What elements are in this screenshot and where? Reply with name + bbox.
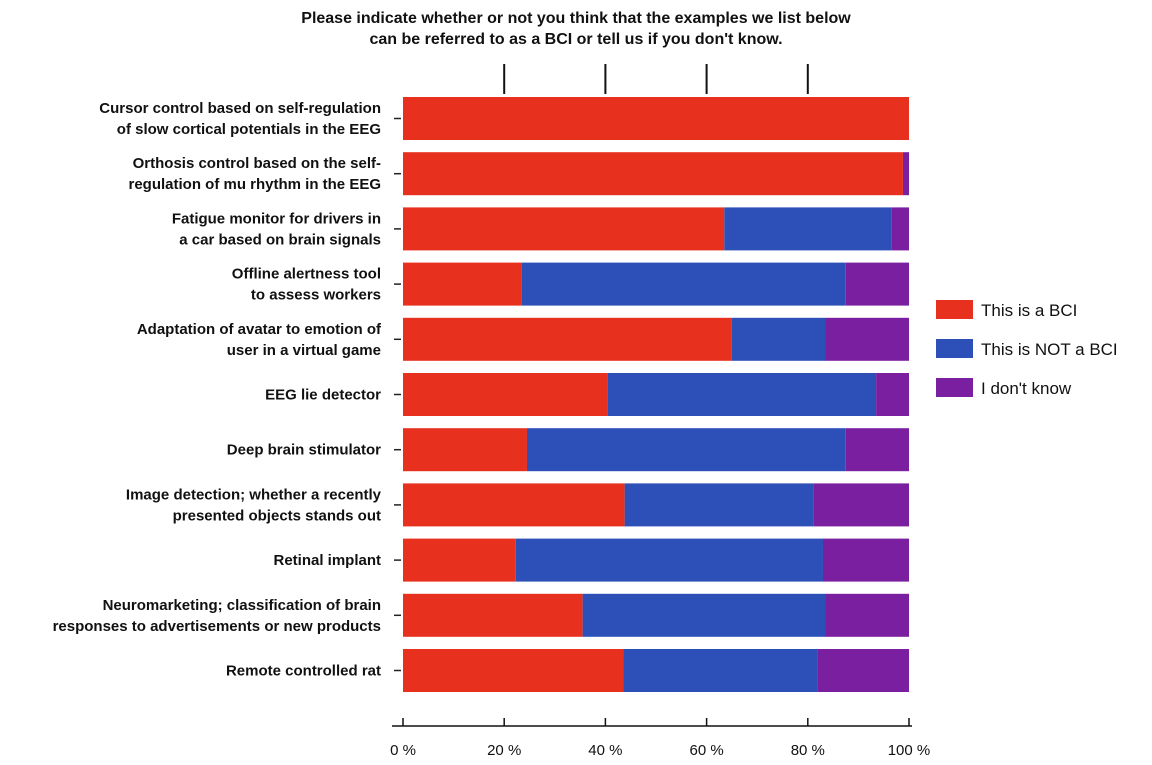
legend-swatch bbox=[936, 339, 973, 358]
bar-segment bbox=[403, 207, 725, 251]
bar-segment bbox=[403, 428, 527, 472]
category-label: Retinal implant bbox=[273, 552, 381, 569]
bar-segment bbox=[825, 593, 909, 637]
bar-segment bbox=[724, 207, 892, 251]
bar-segment bbox=[403, 152, 903, 196]
category-label: EEG lie detector bbox=[265, 387, 381, 404]
bar-segment bbox=[582, 593, 826, 637]
chart-title: Please indicate whether or not you think… bbox=[301, 10, 851, 48]
bar-segment bbox=[624, 483, 814, 527]
category-label: Remote controlled rat bbox=[226, 663, 381, 680]
category-label: Offline alertness tool bbox=[232, 266, 381, 283]
legend-label: This is NOT a BCI bbox=[981, 340, 1118, 359]
bar-segment bbox=[403, 649, 624, 692]
legend-label: I don't know bbox=[981, 379, 1072, 398]
category-labels: Cursor control based on self-regulation o… bbox=[53, 100, 401, 680]
category-label: regulation of mu rhythm in the EEG bbox=[128, 176, 381, 193]
x-tick-label: 20 % bbox=[487, 742, 521, 759]
bar-segment bbox=[521, 262, 846, 306]
bar-segment bbox=[526, 428, 846, 472]
bar-segment bbox=[731, 317, 826, 361]
bar-segment bbox=[403, 538, 516, 582]
legend-swatch bbox=[936, 378, 973, 397]
x-tick-label: 60 % bbox=[689, 742, 723, 759]
bar-segment bbox=[607, 373, 877, 416]
x-tick-label: 0 % bbox=[390, 742, 416, 759]
category-label: to assess workers bbox=[251, 287, 381, 304]
legend: This is a BCI This is NOT a BCI I don't kn… bbox=[936, 300, 1118, 398]
bar-segment bbox=[876, 373, 909, 416]
bar-segment bbox=[813, 483, 909, 527]
category-label: Adaptation of avatar to emotion of bbox=[137, 321, 382, 338]
bar-segment bbox=[403, 373, 608, 416]
bars bbox=[403, 97, 909, 692]
bar-segment bbox=[845, 428, 909, 472]
x-tick-label: 100 % bbox=[888, 742, 931, 759]
x-tick-label: 40 % bbox=[588, 742, 622, 759]
bar-segment bbox=[902, 152, 909, 196]
category-label: Image detection; whether a recently bbox=[126, 486, 382, 503]
bar-segment bbox=[891, 207, 909, 251]
category-label: responses to advertisements or new produ… bbox=[53, 618, 381, 635]
bar-segment bbox=[403, 262, 522, 306]
category-label: of slow cortical potentials in the EEG bbox=[117, 121, 381, 138]
category-label: presented objects stands out bbox=[173, 507, 381, 524]
x-axis: 0 % 20 % 40 % 60 % 80 % 100 % bbox=[390, 718, 930, 759]
bar-segment bbox=[623, 649, 818, 692]
category-label: a car based on brain signals bbox=[179, 231, 381, 248]
category-label: Fatigue monitor for drivers in bbox=[172, 210, 381, 227]
bar-segment bbox=[403, 593, 583, 637]
bar-segment bbox=[403, 483, 625, 527]
bar-segment bbox=[515, 538, 823, 582]
bar-segment bbox=[403, 317, 732, 361]
bar-segment bbox=[817, 649, 909, 692]
bar-segment bbox=[825, 317, 909, 361]
category-label: user in a virtual game bbox=[227, 342, 381, 359]
category-label: Deep brain stimulator bbox=[227, 442, 381, 459]
top-tick-marks bbox=[503, 64, 809, 94]
category-label: Orthosis control based on the self- bbox=[133, 155, 381, 172]
legend-swatch bbox=[936, 300, 973, 319]
category-label: Neuromarketing; classification of brain bbox=[103, 597, 381, 614]
bar-segment bbox=[403, 97, 909, 140]
category-label: Cursor control based on self-regulation bbox=[99, 100, 381, 117]
x-tick-label: 80 % bbox=[791, 742, 825, 759]
bar-segment bbox=[845, 262, 909, 306]
legend-label: This is a BCI bbox=[981, 301, 1077, 320]
bar-segment bbox=[822, 538, 909, 582]
